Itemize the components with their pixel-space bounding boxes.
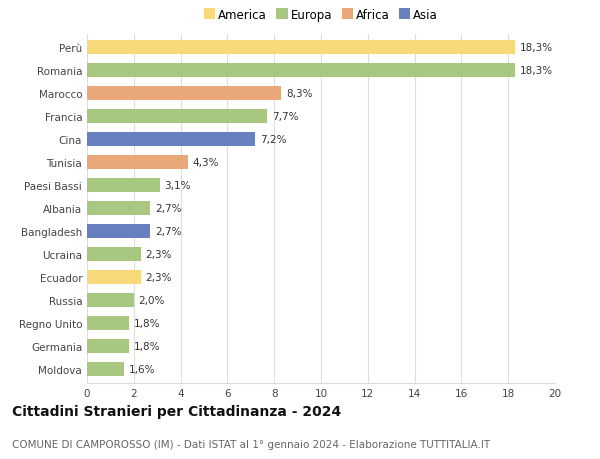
Text: 2,7%: 2,7% [155,204,181,214]
Bar [87,363,124,376]
Bar [87,133,256,147]
Text: 2,3%: 2,3% [146,250,172,260]
Bar [87,271,141,285]
Text: 7,7%: 7,7% [272,112,298,122]
Bar [87,110,267,124]
Text: 1,8%: 1,8% [134,319,160,329]
Bar [87,340,129,353]
Text: 18,3%: 18,3% [520,43,553,53]
Text: 2,0%: 2,0% [139,296,165,306]
Bar [87,179,160,193]
Bar [87,202,150,216]
Bar [87,225,150,239]
Text: 18,3%: 18,3% [520,66,553,76]
Bar [87,87,281,101]
Bar [87,41,515,55]
Bar [87,248,141,262]
Text: Cittadini Stranieri per Cittadinanza - 2024: Cittadini Stranieri per Cittadinanza - 2… [12,404,341,419]
Text: 2,7%: 2,7% [155,227,181,237]
Legend: America, Europa, Africa, Asia: America, Europa, Africa, Asia [204,9,438,22]
Text: 3,1%: 3,1% [164,181,191,191]
Bar [87,294,134,308]
Text: 7,2%: 7,2% [260,135,287,145]
Text: 4,3%: 4,3% [193,158,219,168]
Bar [87,317,129,330]
Bar [87,64,515,78]
Text: 1,8%: 1,8% [134,341,160,352]
Text: COMUNE DI CAMPOROSSO (IM) - Dati ISTAT al 1° gennaio 2024 - Elaborazione TUTTITA: COMUNE DI CAMPOROSSO (IM) - Dati ISTAT a… [12,440,490,449]
Text: 8,3%: 8,3% [286,89,313,99]
Text: 2,3%: 2,3% [146,273,172,283]
Bar [87,156,188,170]
Text: 1,6%: 1,6% [129,364,155,375]
